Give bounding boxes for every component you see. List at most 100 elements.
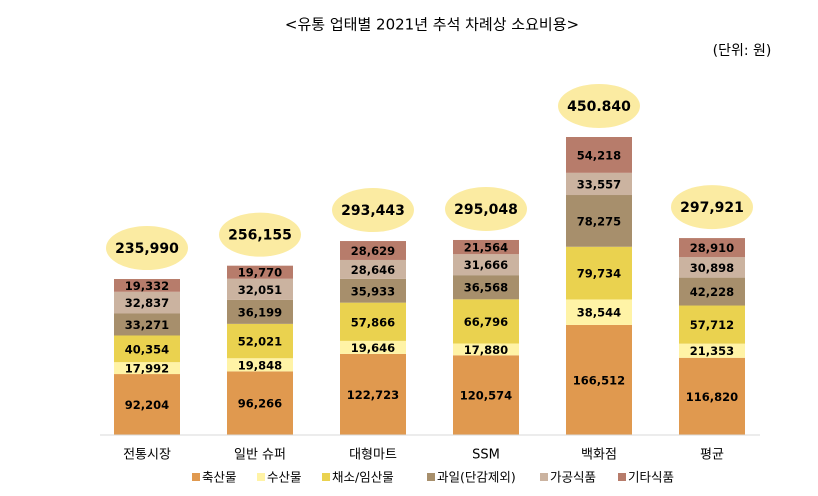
bar-segment (114, 279, 180, 292)
bar-segment (453, 299, 519, 344)
bar-segment (340, 353, 406, 435)
segment-label: 57,866 (351, 315, 395, 329)
bar-segment (453, 254, 519, 276)
total-bubble (445, 186, 527, 231)
legend-label: 축산물 (202, 470, 237, 485)
segment-label: 42,228 (690, 285, 734, 299)
total-label: 295,048 (454, 202, 518, 218)
bar-segment (114, 362, 180, 375)
segment-label: 54,218 (577, 148, 621, 162)
bar-segment (227, 278, 293, 300)
bar-segment (566, 137, 632, 173)
legend-swatch (427, 473, 435, 481)
segment-label: 78,275 (577, 214, 621, 228)
total-bubble (332, 188, 414, 233)
bar-segment (566, 246, 632, 300)
bar-segment (679, 238, 745, 258)
segment-label: 36,199 (238, 305, 282, 319)
segment-label: 17,992 (125, 362, 169, 376)
segment-label: 21,564 (464, 241, 508, 255)
bar-segment (340, 259, 406, 279)
segment-label: 120,574 (460, 389, 512, 403)
legend-label: 기타식품 (628, 470, 674, 485)
total-bubble (106, 226, 188, 271)
total-label: 256,155 (228, 228, 292, 244)
x-tick-label: 전통시장 (123, 448, 171, 463)
segment-label: 32,837 (125, 296, 169, 310)
bar-segment (453, 343, 519, 356)
segment-label: 33,271 (125, 318, 169, 332)
bar-segment (453, 355, 519, 435)
total-bubble (219, 212, 301, 257)
bar-segment (340, 241, 406, 260)
bar-segment (679, 305, 745, 344)
bar-segment (227, 299, 293, 324)
bar-segment (227, 265, 293, 279)
bar-segment (566, 324, 632, 435)
segment-label: 57,712 (690, 318, 734, 332)
x-tick-label: 일반 슈퍼 (234, 448, 286, 463)
segment-label: 116,820 (686, 390, 738, 404)
segment-label: 19,770 (238, 266, 282, 280)
x-tick-label: SSM (472, 448, 500, 463)
bar-segment (566, 299, 632, 325)
segment-label: 28,629 (351, 244, 395, 258)
segment-label: 19,332 (125, 279, 169, 293)
segment-label: 19,646 (351, 341, 395, 355)
segment-label: 38,544 (577, 306, 621, 320)
segment-label: 36,568 (464, 281, 508, 295)
segment-label: 79,734 (577, 267, 621, 281)
total-label: 297,921 (680, 200, 744, 216)
bar-segment (114, 291, 180, 314)
bar-segment (566, 172, 632, 196)
bar-segment (227, 371, 293, 435)
legend-swatch (322, 473, 330, 481)
segment-label: 30,898 (690, 261, 734, 275)
legend-swatch (618, 473, 626, 481)
segment-label: 28,910 (690, 241, 734, 255)
segment-label: 35,933 (351, 284, 395, 298)
total-bubble (558, 84, 640, 128)
bar-segment (679, 343, 745, 358)
legend-swatch (257, 473, 265, 481)
segment-label: 31,666 (464, 258, 508, 272)
bar-segment (566, 195, 632, 247)
legend-swatch (540, 473, 548, 481)
legend-label: 과일(단감제외) (437, 470, 516, 485)
x-tick-label: 백화점 (581, 448, 617, 463)
bar-segment (114, 335, 180, 363)
bar-segment (114, 374, 180, 435)
total-label: 235,990 (115, 241, 179, 257)
bar-segment (453, 275, 519, 300)
bar-segment (453, 239, 519, 255)
unit-label: (단위: 원) (713, 43, 772, 59)
x-tick-label: 대형마트 (349, 448, 397, 463)
segment-label: 66,796 (464, 315, 508, 329)
legend-label: 수산물 (267, 470, 302, 485)
total-label: 450.840 (567, 99, 631, 115)
bar-segment (679, 257, 745, 278)
segment-label: 28,646 (351, 263, 395, 277)
segment-label: 21,353 (690, 344, 734, 358)
segment-label: 166,512 (573, 373, 625, 387)
bar-segment (340, 340, 406, 354)
bar-segment (340, 278, 406, 303)
x-tick-label: 평균 (700, 448, 724, 463)
segment-label: 52,021 (238, 335, 282, 349)
segment-label: 122,723 (347, 388, 399, 402)
bar-segment (679, 357, 745, 435)
segment-label: 32,051 (238, 283, 282, 297)
legend-label: 채소/임산물 (332, 470, 394, 485)
segment-label: 33,557 (577, 177, 621, 191)
legend-swatch (192, 473, 200, 481)
bar-segment (679, 277, 745, 306)
bar-segment (340, 302, 406, 341)
segment-label: 92,204 (125, 398, 169, 412)
bar-segment (227, 358, 293, 372)
segment-label: 19,848 (238, 358, 282, 372)
total-bubble (671, 185, 753, 230)
segment-label: 96,266 (238, 397, 282, 411)
total-label: 293,443 (341, 203, 405, 219)
bar-segment (227, 323, 293, 359)
